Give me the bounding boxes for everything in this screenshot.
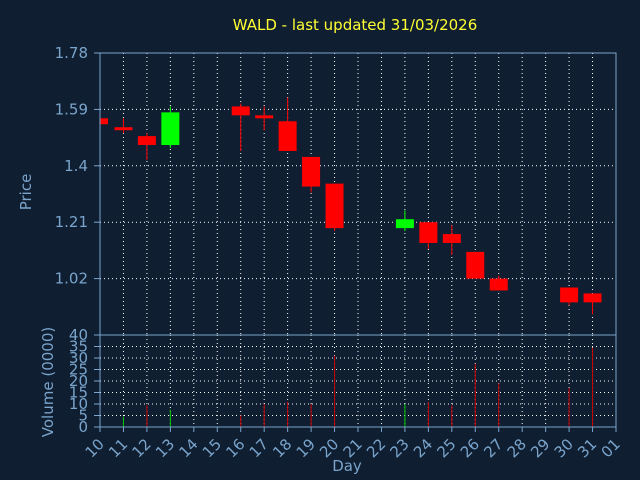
candle-25: [442, 225, 461, 255]
price-panel: 1.78 1.59 1.4 1.21 1.02: [55, 44, 617, 336]
day-tick-label: 22: [363, 435, 389, 461]
price-tick-label: 1.21: [55, 213, 88, 231]
day-tick-label: 23: [387, 435, 413, 461]
day-tick-label: 29: [527, 435, 553, 461]
day-tick-label: 17: [246, 435, 272, 461]
day-tick-label: 11: [105, 435, 131, 461]
price-tick-label: 1.02: [55, 270, 88, 288]
candle-body: [442, 234, 461, 243]
candle-24: [419, 222, 438, 249]
candle-body: [255, 115, 274, 119]
day-tick-label: 25: [433, 435, 459, 461]
candle-body: [100, 118, 108, 125]
candle-12: [137, 133, 156, 160]
price-tick-label: 1.4: [64, 157, 88, 175]
candle-10: [99, 118, 108, 125]
candle-23: [395, 210, 414, 232]
candle-body: [489, 278, 508, 291]
candle-body: [419, 222, 438, 243]
candle-18: [278, 97, 297, 151]
candle-body: [114, 127, 133, 131]
price-tick-label: 1.78: [55, 44, 88, 62]
volume-tick-label: 0: [78, 418, 88, 436]
candle-body: [560, 287, 579, 303]
candle-body: [302, 156, 321, 187]
volume-tick-label: 25: [69, 361, 88, 379]
day-tick-label: 12: [129, 435, 155, 461]
day-tick-label: 15: [199, 435, 225, 461]
volume-tick-label: 35: [69, 338, 88, 356]
candle-body: [231, 106, 250, 116]
volume-tick-label: 5: [78, 407, 88, 425]
candle-17: [255, 106, 274, 131]
candle-body: [278, 121, 297, 151]
price-frame: [99, 52, 617, 336]
candle-body: [161, 112, 180, 146]
day-tick-label: 13: [152, 435, 178, 461]
candle-19: [302, 156, 321, 193]
volume-tick-label: 15: [69, 384, 88, 402]
day-tick-label: 10: [82, 435, 108, 461]
day-tick-label: 18: [269, 435, 295, 461]
candle-body: [325, 183, 344, 229]
day-tick-label: 14: [175, 435, 201, 461]
candle-26: [466, 251, 485, 279]
candle-body: [466, 251, 485, 279]
volume-tick-label: 30: [69, 349, 88, 367]
candle-27: [489, 275, 508, 291]
day-tick-label: 27: [480, 435, 506, 461]
day-tick-label: 19: [293, 435, 319, 461]
candle-13: [161, 106, 180, 148]
candle-body: [583, 293, 602, 303]
volume-panel: 4035302520151050101112131415161718192021…: [69, 326, 624, 461]
volume-frame: [99, 334, 617, 428]
price-tick-label: 1.59: [55, 100, 88, 118]
day-tick-label: 28: [504, 435, 530, 461]
candle-30: [560, 287, 579, 306]
candle-31: [583, 293, 602, 315]
volume-tick-label: 20: [69, 372, 88, 390]
day-tick-label: 30: [551, 435, 577, 461]
volume-tick-label: 10: [69, 395, 88, 413]
candle-body: [395, 219, 414, 229]
chart-title: WALD - last updated 31/03/2026: [233, 16, 478, 34]
volume-tick-label: 40: [69, 326, 88, 344]
candle-11: [114, 118, 133, 134]
volume-axis-label: Volume (0000): [39, 327, 57, 437]
day-tick-label: 24: [410, 435, 436, 461]
day-axis-label: Day: [332, 457, 362, 475]
day-tick-label: 16: [222, 435, 248, 461]
candle-body: [137, 136, 156, 146]
day-tick-label: 26: [457, 435, 483, 461]
price-axis-label: Price: [17, 174, 35, 211]
candle-20: [325, 183, 344, 232]
day-tick-label: 31: [574, 435, 600, 461]
day-tick-label: 01: [598, 435, 624, 461]
candle-16: [231, 103, 250, 151]
